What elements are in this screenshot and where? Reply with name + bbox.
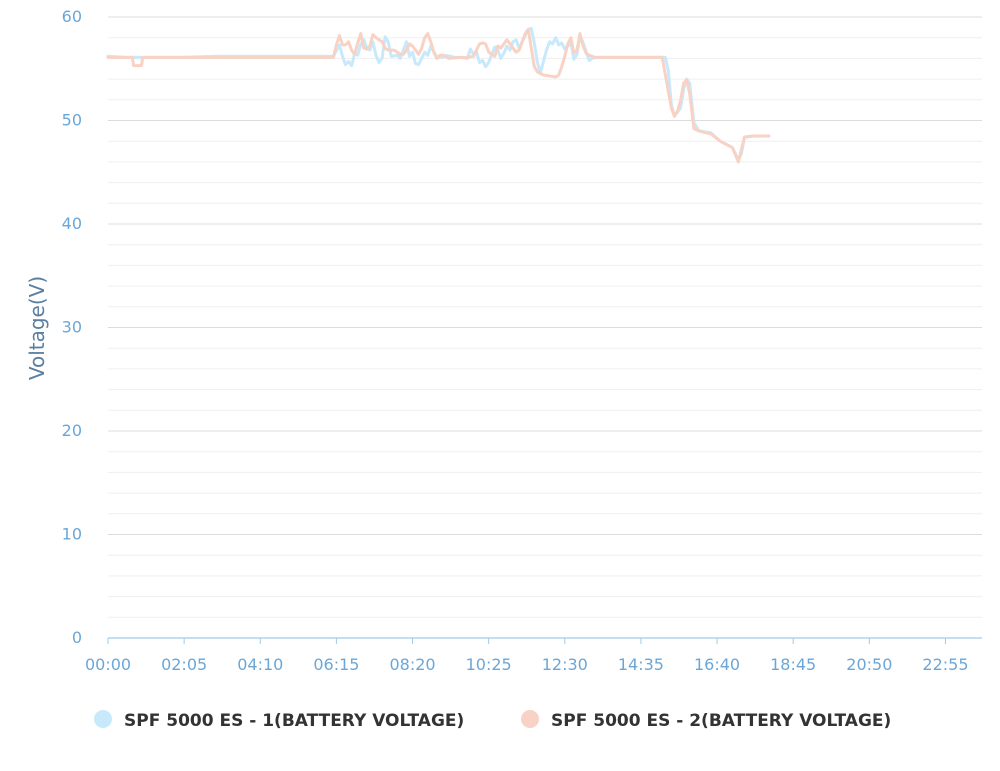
series-line-2 xyxy=(106,27,771,164)
legend-label-2: SPF 5000 ES - 2(BATTERY VOLTAGE) xyxy=(551,711,891,731)
y-tick-label: 0 xyxy=(72,628,82,647)
y-tick-label: 60 xyxy=(62,7,82,26)
series-lines xyxy=(106,26,771,164)
legend-item-2[interactable]: SPF 5000 ES - 2(BATTERY VOLTAGE) xyxy=(521,710,891,731)
y-tick-label: 20 xyxy=(62,421,82,440)
x-tick-label: 20:50 xyxy=(846,655,892,674)
y-tick-label: 40 xyxy=(62,214,82,233)
x-tick-label: 06:15 xyxy=(313,655,359,674)
y-tick-label: 10 xyxy=(62,525,82,544)
x-tick-label: 22:55 xyxy=(922,655,968,674)
grid-lines xyxy=(108,16,982,618)
legend-item-1[interactable]: SPF 5000 ES - 1(BATTERY VOLTAGE) xyxy=(94,710,464,731)
x-tick-label: 00:00 xyxy=(85,655,131,674)
x-tick-label: 14:35 xyxy=(618,655,664,674)
x-tick-label: 08:20 xyxy=(389,655,435,674)
y-tick-label: 50 xyxy=(62,111,82,130)
legend-label-1: SPF 5000 ES - 1(BATTERY VOLTAGE) xyxy=(124,711,464,731)
x-tick-label: 02:05 xyxy=(161,655,207,674)
x-tick-label: 04:10 xyxy=(237,655,283,674)
legend-marker-1 xyxy=(94,710,112,728)
x-tick-label: 16:40 xyxy=(694,655,740,674)
y-tick-label: 30 xyxy=(62,318,82,337)
legend-marker-2 xyxy=(521,710,539,728)
x-tick-label: 12:30 xyxy=(542,655,588,674)
tick-labels: 0 10 20 30 40 50 60 00:00 02:05 04:10 06:15 08:20 10… xyxy=(62,7,969,674)
x-tick-label: 10:25 xyxy=(466,655,512,674)
x-tick-label: 18:45 xyxy=(770,655,816,674)
y-axis-label: Voltage(V) xyxy=(25,276,49,380)
axes xyxy=(107,637,982,644)
legend: SPF 5000 ES - 1(BATTERY VOLTAGE) SPF 5000… xyxy=(94,710,891,731)
